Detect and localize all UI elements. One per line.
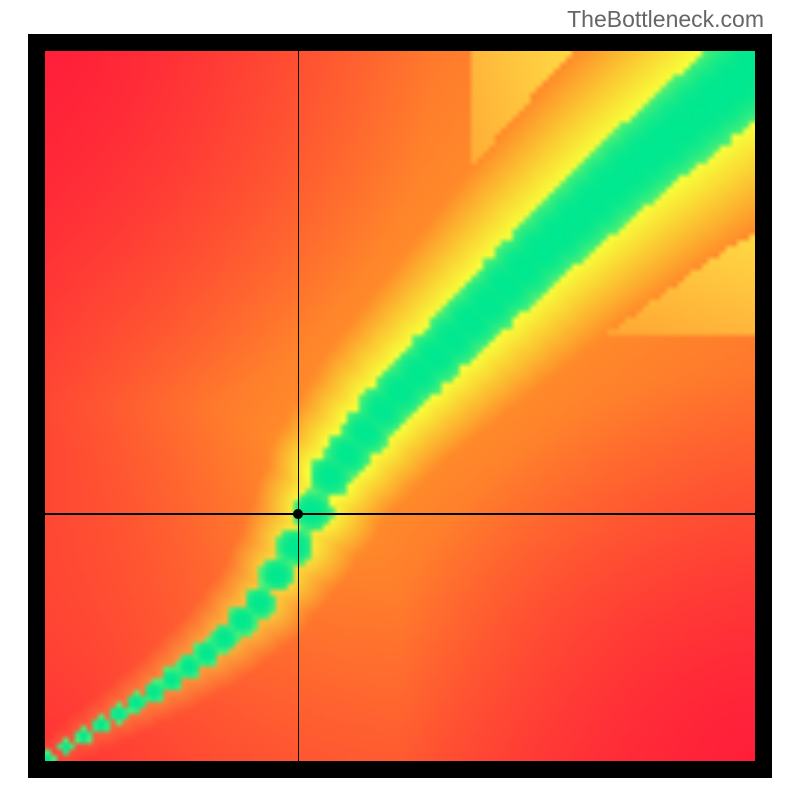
heatmap-canvas bbox=[45, 51, 755, 761]
chart-container: { "watermark": { "text": "TheBottleneck.… bbox=[0, 0, 800, 800]
chart-plot-area bbox=[45, 51, 755, 761]
crosshair-vertical bbox=[298, 51, 300, 761]
watermark-text: TheBottleneck.com bbox=[567, 6, 764, 33]
crosshair-horizontal bbox=[45, 513, 755, 515]
